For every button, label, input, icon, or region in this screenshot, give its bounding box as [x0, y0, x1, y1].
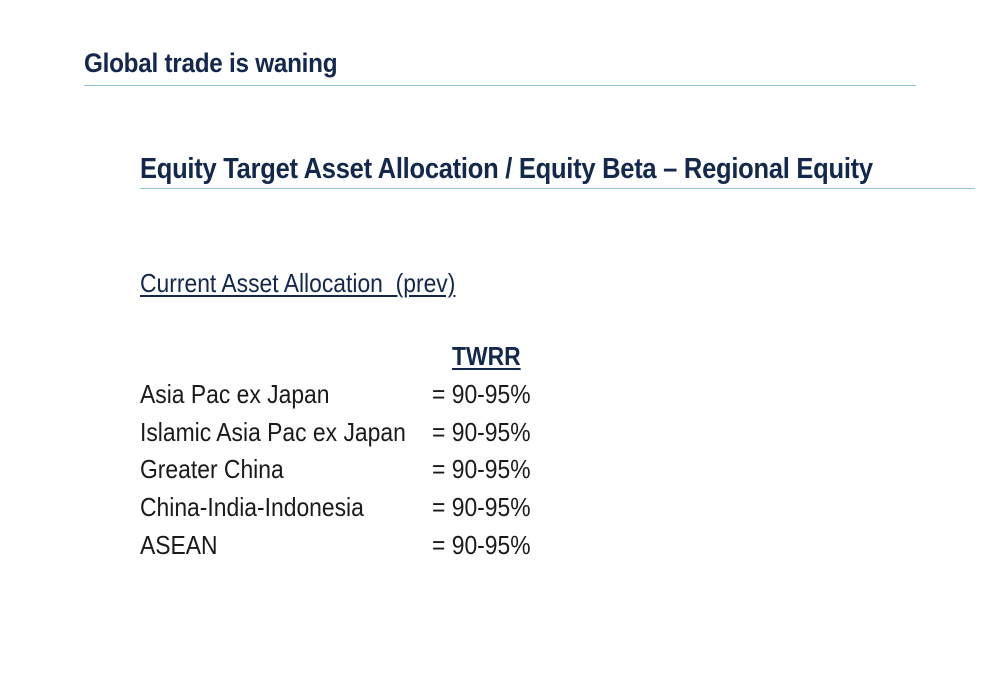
- column-header-twrr: TWRR: [452, 341, 521, 371]
- allocation-value: = 90-95%: [432, 417, 531, 447]
- section-heading: Equity Target Asset Allocation / Equity …: [140, 153, 873, 185]
- subheading-current-allocation: Current Asset Allocation (prev): [140, 268, 456, 298]
- region-label: Asia Pac ex Japan: [140, 379, 330, 409]
- region-label: China-India-Indonesia: [140, 492, 364, 522]
- allocation-value: = 90-95%: [432, 454, 531, 484]
- region-label: Greater China: [140, 454, 284, 484]
- allocation-value: = 90-95%: [432, 379, 531, 409]
- allocation-value: = 90-95%: [432, 492, 531, 522]
- region-label: Islamic Asia Pac ex Japan: [140, 417, 406, 447]
- slide-title: Global trade is waning: [84, 48, 338, 78]
- title-divider: [84, 85, 916, 86]
- section-divider: [140, 188, 975, 189]
- allocation-value: = 90-95%: [432, 530, 531, 560]
- region-label: ASEAN: [140, 530, 218, 560]
